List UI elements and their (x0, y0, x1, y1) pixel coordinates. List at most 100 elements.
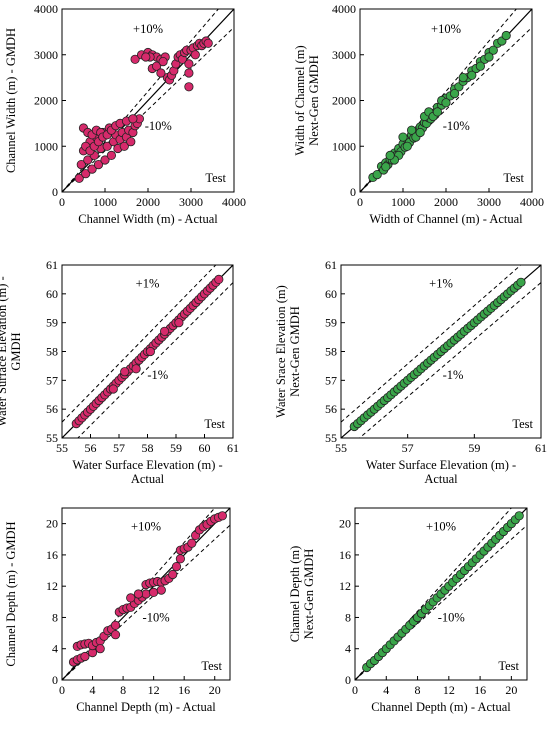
y-tick-label: 56 (46, 402, 58, 416)
chart-panel-4: 55 57 59 61 55 56 57 58 59 60 61 Water Surface Elev… (274, 258, 547, 486)
data-point (126, 593, 136, 603)
lower-band-line (62, 26, 234, 192)
x-tick-label: 58 (142, 441, 154, 455)
y-axis-label: Next-Gen GMDH (302, 549, 316, 640)
data-point (385, 150, 395, 160)
y-tick-label: 20 (46, 517, 58, 531)
data-point (80, 651, 90, 662)
data-point (187, 538, 197, 548)
data-point (83, 155, 93, 165)
plot-frame (61, 507, 231, 681)
x-tick-label: 3000 (179, 195, 203, 209)
x-tick-label: 1000 (391, 195, 415, 209)
data-point (516, 277, 526, 287)
test-tag: Test (512, 417, 533, 431)
upper-band-label: +10% (131, 519, 161, 533)
upper-band-label: +10% (431, 22, 461, 36)
x-tick-label: 4 (383, 683, 389, 697)
upper-band-label: +1% (429, 276, 453, 290)
lower-band-label: -1% (147, 368, 168, 382)
data-point (156, 585, 166, 595)
data-point (102, 141, 112, 151)
y-axis-label: Channel Depth (m) - GMDH (4, 521, 18, 666)
y-axis-label: Next-Gen GMDH (288, 306, 302, 397)
chart-panel-6: 0 4 8 12 16 20 0 4 8 12 16 20 Channel Depth (m) - Ac… (288, 507, 528, 714)
data-point (158, 56, 168, 67)
data-point (141, 589, 151, 599)
y-axis-label: Channel Width (m) - GMDH (4, 28, 18, 173)
chart-panel-5: 0 4 8 12 16 20 0 4 8 12 16 20 Channel Depth (m) - Ac… (4, 507, 231, 714)
x-tick-label: 12 (148, 683, 160, 697)
y-tick-label: 4 (345, 642, 351, 656)
data-point (184, 68, 194, 78)
data-point (149, 587, 159, 598)
data-point (131, 364, 141, 374)
test-tag: Test (204, 417, 225, 431)
x-tick-label: 3000 (477, 195, 501, 209)
x-axis-label: Width of Channel (m) - Actual (369, 212, 523, 226)
x-tick-label: 20 (209, 683, 221, 697)
y-tick-label: 8 (52, 610, 58, 624)
data-point (441, 98, 451, 108)
y-tick-label: 0 (52, 673, 58, 687)
data-points (68, 511, 227, 667)
chart-panel-1: 0 1000 2000 3000 4000 0 1000 2000 3000 4000 Channe… (4, 2, 246, 226)
test-tag: Test (498, 659, 519, 673)
data-point (156, 68, 166, 78)
y-tick-label: 59 (325, 316, 337, 330)
y-axis-label: Channel Depth (m) (288, 546, 302, 643)
x-tick-label: 8 (120, 683, 126, 697)
x-tick-label: 4000 (222, 195, 246, 209)
y-tick-label: 61 (325, 258, 337, 272)
x-tick-label: 16 (474, 683, 486, 697)
data-point (415, 127, 425, 138)
x-tick-label: 12 (443, 683, 455, 697)
y-tick-label: 57 (46, 373, 58, 387)
chart-panel-3: 55 56 57 58 59 60 61 55 56 57 58 59 60 61 Water Surfac… (0, 258, 239, 486)
upper-band-line (62, 508, 216, 680)
x-axis-label: Channel Depth (m) - Actual (76, 700, 216, 714)
data-point (130, 54, 140, 64)
data-point (95, 644, 105, 654)
plot-frame (354, 507, 528, 681)
chart-panel-2: 0 1000 2000 3000 4000 0 1000 2000 3000 4000 Width … (293, 2, 544, 226)
x-tick-label: 4000 (520, 195, 544, 209)
data-point (484, 52, 494, 62)
upper-band-label: +10% (133, 22, 163, 36)
lower-band-label: -1% (443, 368, 464, 382)
data-point (398, 132, 408, 142)
data-points (71, 274, 224, 429)
x-tick-label: 55 (335, 441, 347, 455)
data-point (128, 114, 138, 124)
x-tick-label: 2000 (136, 195, 160, 209)
lower-band-label: -10% (145, 119, 172, 133)
x-axis-label: Channel Depth (m) - Actual (371, 700, 511, 714)
data-points (362, 511, 524, 673)
data-point (74, 173, 84, 183)
data-point (190, 50, 200, 60)
x-tick-label: 0 (352, 683, 358, 697)
x-tick-label: 55 (56, 441, 68, 455)
y-tick-label: 4000 (332, 2, 356, 16)
lower-band-line (77, 281, 233, 438)
data-point (406, 125, 417, 135)
y-tick-label: 61 (46, 258, 58, 272)
y-tick-label: 12 (46, 579, 58, 593)
data-points (74, 36, 213, 183)
x-tick-label: 0 (59, 195, 65, 209)
y-tick-label: 12 (339, 579, 351, 593)
data-point (119, 141, 129, 151)
lower-band-line (358, 281, 541, 438)
x-tick-label: 0 (59, 683, 65, 697)
y-tick-label: 4000 (34, 2, 58, 16)
y-axis-label: Width of Channel (m) (293, 45, 307, 155)
y-tick-label: 57 (325, 373, 337, 387)
lower-band-label: -10% (443, 119, 470, 133)
y-tick-label: 55 (46, 431, 58, 445)
data-point (184, 59, 194, 69)
y-tick-label: 58 (46, 345, 58, 359)
data-point (203, 38, 213, 48)
y-tick-label: 16 (46, 548, 58, 562)
x-tick-label: 57 (113, 441, 125, 455)
